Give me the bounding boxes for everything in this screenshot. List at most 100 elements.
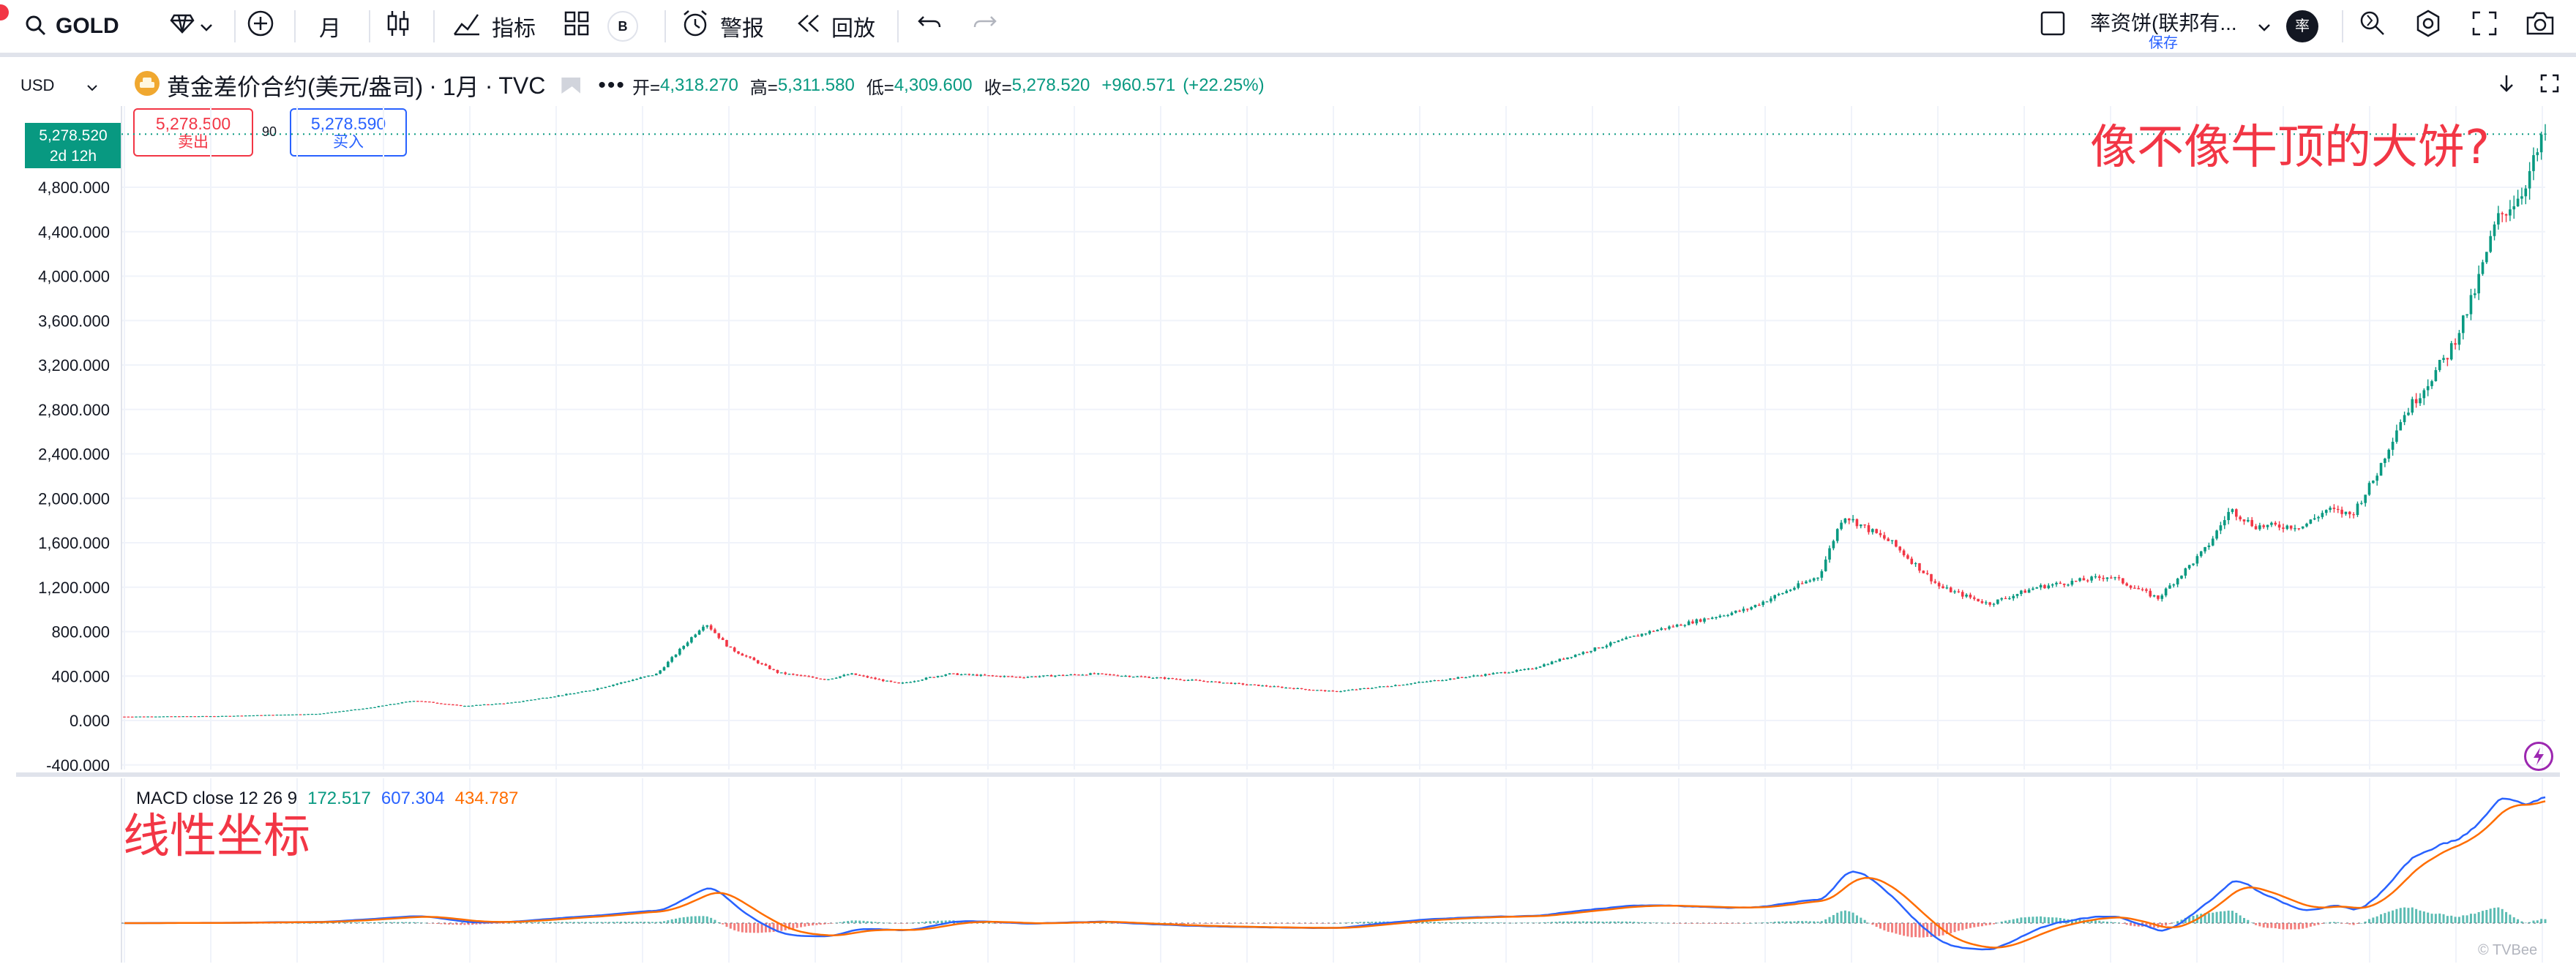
candle-body	[1750, 607, 1753, 610]
macd-hist-bar	[1104, 922, 1107, 924]
macd-hist-bar	[2309, 923, 2312, 927]
candle-body	[2504, 214, 2508, 216]
macd-hist-bar	[850, 920, 853, 923]
candle-body	[979, 674, 983, 676]
candle-body	[1112, 674, 1115, 676]
sell-button[interactable]: 5,278.500 卖出	[133, 108, 253, 157]
macd-hist-bar	[1257, 923, 1260, 924]
candle-body	[1066, 674, 1068, 677]
currency-select[interactable]: USD	[20, 67, 121, 104]
layout-toggle[interactable]	[2039, 0, 2067, 53]
quick-search-button[interactable]	[2358, 0, 2387, 53]
macd-hist-bar	[1711, 923, 1714, 924]
candle-body	[1535, 667, 1538, 669]
macd-hist-bar	[1429, 922, 1432, 923]
candle-body	[1276, 686, 1280, 688]
candle-body	[1171, 677, 1175, 680]
macd-hist-bar	[2192, 916, 2195, 923]
candle-body	[744, 655, 748, 657]
candle-body	[905, 682, 908, 684]
macd-hist-bar	[2485, 910, 2488, 923]
layout-chevron[interactable]	[2257, 0, 2272, 53]
candle-body	[252, 715, 255, 717]
candle-body	[1508, 672, 1510, 674]
flag-icon[interactable]	[561, 78, 581, 94]
maximize-pane-button[interactable]	[2539, 67, 2560, 104]
ohlc-legend: 开= 4,318.270 高= 5,311.580 低= 4,309.600 收= 5,…	[632, 67, 1265, 104]
user-avatar[interactable]: 率	[2286, 0, 2318, 53]
candle-body	[1824, 560, 1827, 571]
lightning-icon[interactable]	[2524, 742, 2553, 771]
macd-hist-bar	[807, 923, 810, 926]
macd-hist-bar	[2055, 917, 2058, 923]
y-tick-label: 4,800.000	[38, 178, 110, 197]
candle-body	[1433, 680, 1437, 682]
layout-menu[interactable]: 率资饼(联邦有... 保存	[2090, 0, 2258, 53]
candle-body	[1437, 680, 1440, 682]
candle-body	[804, 675, 806, 677]
macd-hist-bar	[585, 922, 588, 923]
macd-hist-bar	[1109, 922, 1112, 924]
macd-hist-bar	[667, 920, 670, 923]
candle-body	[1730, 612, 1734, 615]
undo-button[interactable]	[916, 0, 943, 53]
macd-hist-bar	[1766, 922, 1769, 923]
templates-button[interactable]	[564, 0, 590, 53]
candle-body	[315, 713, 318, 715]
symbol-search[interactable]: GOLD	[16, 7, 157, 45]
fullscreen-button[interactable]	[2471, 0, 2498, 53]
replay-button[interactable]: 回放	[795, 0, 875, 53]
more-icon[interactable]: •••	[598, 73, 626, 97]
collapse-button[interactable]	[2497, 67, 2516, 104]
pane-divider[interactable]	[16, 772, 2560, 777]
macd-hist-bar	[326, 922, 329, 924]
save-label: 保存	[2149, 35, 2178, 51]
macd-hist-bar	[1316, 923, 1319, 924]
macd-hist-bar	[1617, 921, 1620, 923]
redo-button[interactable]	[972, 0, 998, 53]
candle-body	[1562, 658, 1565, 660]
candle-body	[1902, 550, 1906, 556]
candle-body	[1925, 573, 1929, 574]
candle-body	[1828, 548, 1831, 560]
candle-body	[1972, 597, 1976, 599]
candle-body	[130, 716, 134, 718]
b-badge-button[interactable]: B	[607, 0, 638, 53]
snapshot-button[interactable]	[2525, 0, 2556, 53]
macd-hist-bar	[1202, 923, 1205, 924]
chart-type-button[interactable]	[385, 0, 411, 53]
candle-body	[799, 675, 803, 677]
interval-button[interactable]: 月	[319, 17, 341, 41]
macd-legend: MACD close 12 26 9 172.517 607.304 434.7…	[136, 789, 518, 809]
candle-body	[1300, 688, 1303, 690]
candle-body	[506, 702, 509, 704]
macd-hist-bar	[2364, 921, 2367, 923]
candle-body	[1687, 621, 1690, 625]
settings-button[interactable]	[2414, 0, 2443, 53]
candle-body	[1226, 682, 1229, 684]
buy-button[interactable]: 5,278.590 买入	[290, 108, 407, 157]
symbol-type-button[interactable]	[170, 0, 214, 53]
candle-body	[1241, 683, 1245, 685]
candle-body	[572, 693, 576, 695]
macd-hist-bar	[1781, 921, 1784, 923]
alert-button[interactable]: 警报	[681, 0, 764, 53]
candle-body	[2403, 415, 2406, 423]
candle-body	[408, 701, 411, 703]
macd-hist-bar	[385, 922, 388, 923]
indicators-button[interactable]: 指标	[452, 0, 536, 53]
macd-hist-bar	[353, 922, 356, 923]
macd-hist-bar	[1546, 922, 1549, 923]
macd-hist-bar	[1218, 923, 1221, 924]
macd-hist-bar	[987, 922, 990, 924]
macd-hist-bar	[1308, 923, 1311, 924]
compare-button[interactable]	[246, 0, 275, 53]
y-tick-label: 2,400.000	[38, 445, 110, 464]
macd-hist-bar	[2332, 922, 2335, 923]
candle-body	[2035, 587, 2039, 589]
macd-hist-bar	[318, 922, 321, 924]
candle-body	[1957, 591, 1961, 592]
macd-hist-bar	[1707, 923, 1710, 924]
candle-body	[2465, 314, 2468, 316]
